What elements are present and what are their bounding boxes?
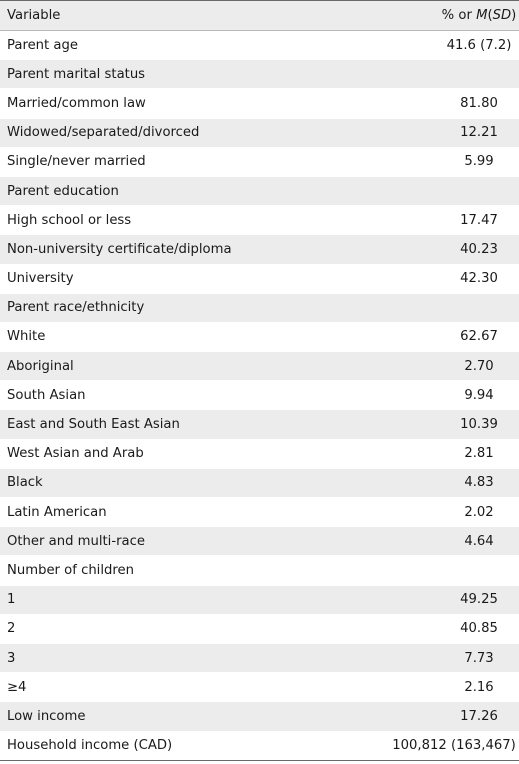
table-row: East and South East Asian 10.39 <box>0 410 519 440</box>
row-value: 49.25 <box>460 592 498 608</box>
row-value: 2.16 <box>464 679 494 695</box>
header-value: % or M(SD) <box>319 8 519 23</box>
row-variable: Latin American <box>7 504 107 520</box>
table-row: Parent education <box>0 176 519 207</box>
table-row: Household income (CAD) 100,812 (163,467) <box>0 731 519 761</box>
row-variable: Parent education <box>7 183 119 199</box>
header-variable: Variable <box>7 8 61 23</box>
row-variable: Number of children <box>7 562 134 578</box>
row-variable: High school or less <box>7 212 132 228</box>
row-value: 2.81 <box>464 446 494 462</box>
table-row: Parent age 41.6 (7.2) <box>0 31 519 61</box>
row-value: 40.23 <box>460 241 498 257</box>
table-row: West Asian and Arab 2.81 <box>0 439 519 469</box>
table-row: ≥4 2.16 <box>0 673 519 703</box>
row-variable: Aboriginal <box>7 358 74 374</box>
table-header-row: Variable % or M(SD) <box>0 1 519 31</box>
row-value: 100,812 (163,467) <box>392 738 516 754</box>
table-row: Black 4.83 <box>0 468 519 498</box>
row-value: 2.02 <box>464 504 494 520</box>
row-variable: 3 <box>7 650 16 666</box>
table-row: Parent race/ethnicity <box>0 293 519 323</box>
table-row: 2 40.85 <box>0 614 519 644</box>
row-value: 17.26 <box>460 708 498 724</box>
table-row: 3 7.73 <box>0 643 519 674</box>
row-variable: South Asian <box>7 387 86 403</box>
row-value: 81.80 <box>460 95 498 111</box>
row-value: 10.39 <box>460 417 498 433</box>
row-variable: University <box>7 271 74 287</box>
row-variable: Parent marital status <box>7 66 146 82</box>
row-value: 4.83 <box>464 475 494 491</box>
table-row: Latin American 2.02 <box>0 498 519 528</box>
row-variable: Parent age <box>7 37 78 53</box>
table-row: Aboriginal 2.70 <box>0 352 519 382</box>
table-row: Single/never married 5.99 <box>0 147 519 177</box>
row-value: 17.47 <box>460 212 498 228</box>
row-value: 7.73 <box>464 650 494 666</box>
table-row: South Asian 9.94 <box>0 381 519 411</box>
row-value: 9.94 <box>464 387 494 403</box>
table-row: Married/common law 81.80 <box>0 89 519 119</box>
table-row: White 62.67 <box>0 322 519 353</box>
row-variable: White <box>7 329 46 345</box>
table-row: High school or less 17.47 <box>0 206 519 236</box>
row-value: 5.99 <box>464 154 494 170</box>
table-row: Low income 17.26 <box>0 702 519 732</box>
header-value-prefix: % or <box>441 8 477 23</box>
header-value-open: ( <box>487 8 493 23</box>
table-row: Parent marital status <box>0 60 519 90</box>
row-variable: Single/never married <box>7 154 146 170</box>
row-value: 4.64 <box>464 533 494 549</box>
table-body: Parent age 41.6 (7.2) Parent marital statu… <box>0 31 519 761</box>
row-variable: Widowed/separated/divorced <box>7 125 200 141</box>
row-variable: West Asian and Arab <box>7 446 144 462</box>
row-variable: Non-university certificate/diploma <box>7 241 232 257</box>
row-value: 12.21 <box>460 125 498 141</box>
row-value: 42.30 <box>460 271 498 287</box>
row-variable: ≥4 <box>7 679 27 695</box>
table-top-rule <box>0 0 519 1</box>
row-variable: Low income <box>7 708 86 724</box>
table-row: Widowed/separated/divorced 12.21 <box>0 118 519 148</box>
row-variable: Parent race/ethnicity <box>7 300 145 316</box>
row-variable: 1 <box>7 592 16 608</box>
header-value-m: M <box>476 8 488 23</box>
table-row: Non-university certificate/diploma 40.23 <box>0 235 519 265</box>
table-row: University 42.30 <box>0 264 519 294</box>
row-value: 2.70 <box>464 358 494 374</box>
row-value: 40.85 <box>460 621 498 637</box>
row-variable: Black <box>7 475 43 491</box>
row-variable: Household income (CAD) <box>7 738 173 754</box>
row-variable: Married/common law <box>7 95 146 111</box>
row-value: 41.6 (7.2) <box>446 37 512 53</box>
table-row: Other and multi-race 4.64 <box>0 527 519 557</box>
table-row: 1 49.25 <box>0 585 519 615</box>
header-value-sd: SD <box>492 8 512 23</box>
row-variable: Other and multi-race <box>7 533 145 549</box>
table-row: Number of children <box>0 556 519 586</box>
row-variable: 2 <box>7 621 16 637</box>
row-variable: East and South East Asian <box>7 417 180 433</box>
header-value-close: ) <box>511 8 517 23</box>
row-value: 62.67 <box>460 329 498 345</box>
